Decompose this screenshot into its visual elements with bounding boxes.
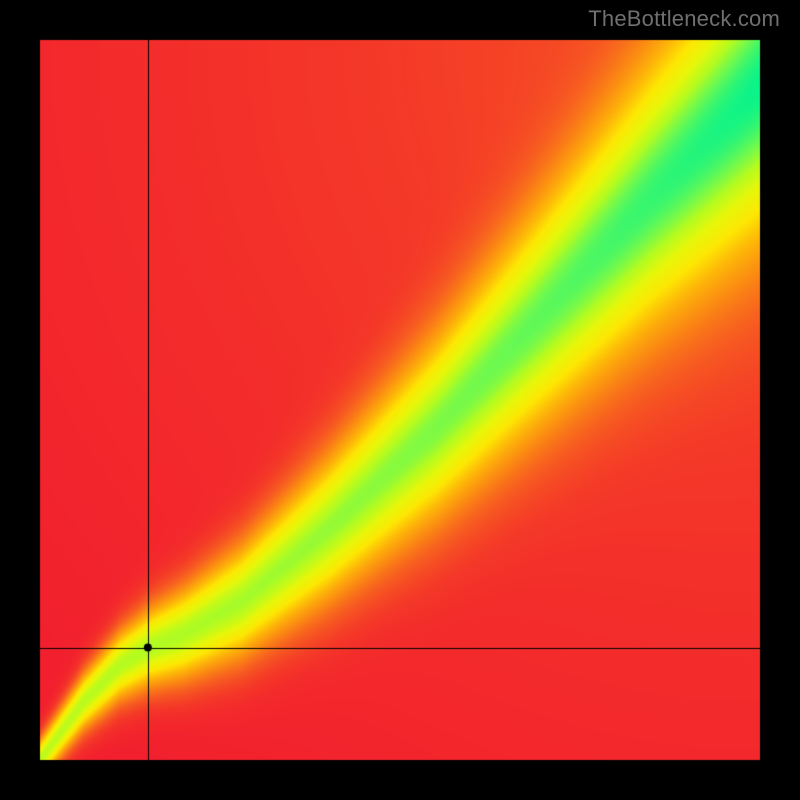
watermark-text: TheBottleneck.com — [588, 6, 780, 32]
bottleneck-heatmap — [0, 0, 800, 800]
chart-container: TheBottleneck.com — [0, 0, 800, 800]
